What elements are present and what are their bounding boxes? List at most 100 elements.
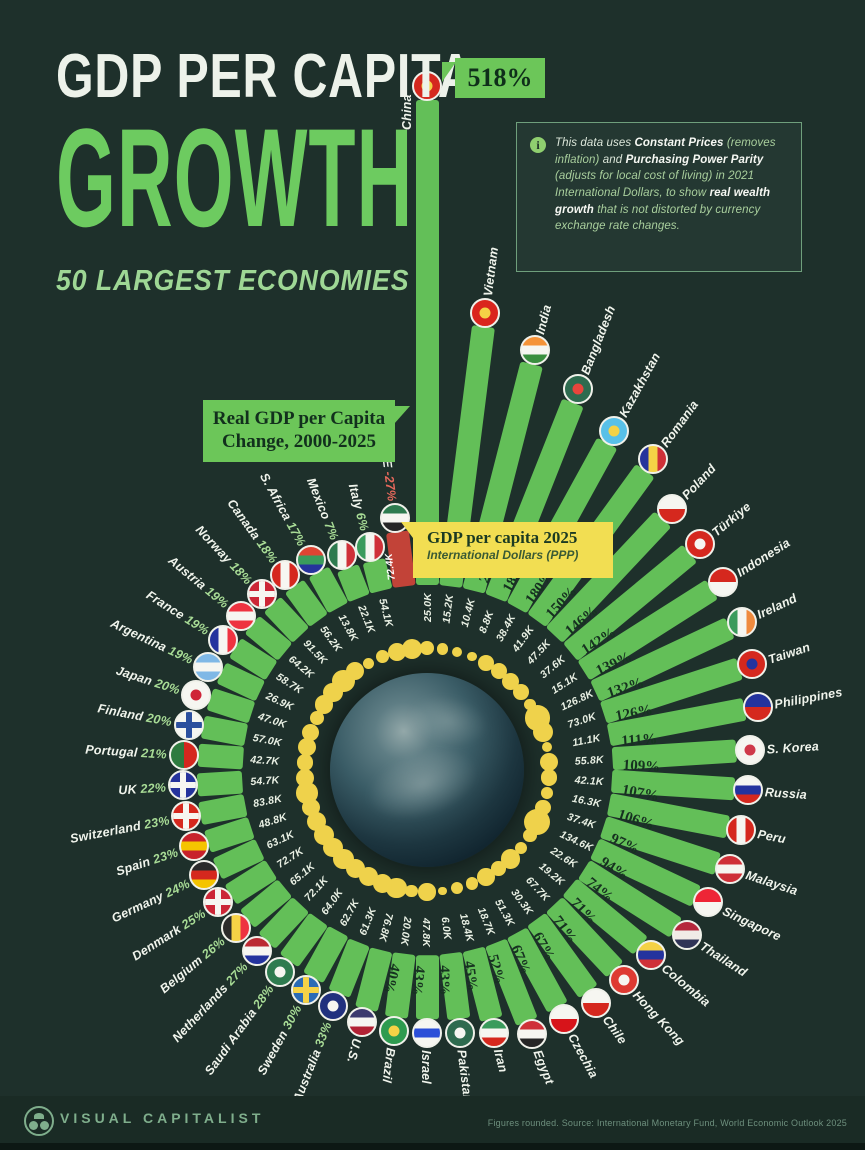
flag-belgium-icon [220, 913, 251, 944]
flag-kazakhstan-icon [598, 415, 629, 446]
gdp-bubble-finland [297, 737, 317, 757]
country-label-denmark: Denmark 25% [57, 906, 209, 1009]
gdp-value-vietnam: 15.2K [440, 593, 457, 625]
country-name: Russia [764, 785, 808, 802]
growth-pct-portugal: 21% [140, 746, 168, 762]
country-name: Brazil [379, 1046, 398, 1084]
flag-norway-icon [247, 579, 278, 610]
flag-netherlands-icon [241, 936, 272, 967]
country-name: Canada [224, 496, 264, 543]
flag-indonesia-icon [708, 567, 739, 598]
growth-pct-israel: 43% [435, 964, 452, 995]
page-title-line2: GROWTH [56, 99, 414, 256]
gdp-value-legend: GDP per capita 2025 International Dollar… [401, 522, 613, 578]
gdp-bubble-peru [541, 787, 553, 799]
gdp-bubble-thailand [523, 828, 537, 842]
growth-pct-brazil: 43% [407, 964, 427, 997]
flag-portugal-icon [168, 739, 199, 770]
flag-bangladesh-icon [562, 374, 593, 405]
country-name: Chile [599, 1013, 630, 1047]
country-name: Netherlands [169, 981, 231, 1045]
gdp-value-taiwan: 73.0K [566, 710, 598, 731]
country-name: UK [117, 782, 138, 798]
country-name: Peru [756, 827, 788, 847]
gdp-bubble-bangladesh [467, 651, 477, 662]
country-name: Austria [165, 553, 209, 593]
growth-pct-sweden: 30% [280, 1002, 305, 1032]
gdp-value-india: 10.4K [458, 597, 478, 629]
gdp-bubble-s-korea [539, 753, 558, 772]
growth-pct-s-africa: 17% [283, 519, 309, 549]
gdp-value-israel: 47.8K [420, 918, 432, 948]
gdp-value-czechia: 51.3K [492, 897, 517, 929]
flag-australia-icon [318, 991, 349, 1022]
country-name: Saudi Arabia [202, 1006, 260, 1078]
gdp-bubble-italy [387, 642, 406, 661]
growth-pct-russia: 109% [622, 757, 661, 777]
growth-pct-pakistan: 45% [459, 960, 480, 993]
flag-brazil-icon [379, 1016, 410, 1047]
country-label-romania: Romania [658, 398, 701, 450]
growth-pct-germany: 24% [163, 876, 193, 901]
gdp-bubble-pakistan [437, 886, 447, 896]
methodology-text: This data uses Constant Prices (removes … [555, 137, 776, 233]
country-name: Kazakhstan [616, 350, 664, 420]
gdp-bubble-taiwan [532, 722, 554, 743]
country-name: Iran [490, 1047, 511, 1074]
gdp-bubble-canada [346, 662, 365, 681]
growth-pct-belgium: 26% [199, 934, 228, 962]
page-subtitle: 50 LARGEST ECONOMIES [56, 264, 410, 297]
flag-israel-icon [412, 1018, 442, 1049]
methodology-note: i This data uses Constant Prices (remove… [516, 122, 802, 272]
country-name: Malaysia [744, 868, 800, 899]
country-name: U.S. [344, 1036, 364, 1065]
growth-pct-australia: 33% [312, 1019, 335, 1049]
footer: VISUAL CAPITALIST Figures rounded. Sourc… [0, 1096, 865, 1150]
country-label-bangladesh: Bangladesh [578, 304, 618, 377]
country-name: Bangladesh [578, 303, 619, 377]
flag-uk-icon [167, 770, 198, 801]
country-name: France [143, 587, 187, 623]
growth-pct-italy: 6% [353, 511, 372, 533]
info-icon: i [530, 137, 546, 153]
country-name: Hong Kong [629, 988, 688, 1049]
country-name: India [533, 303, 555, 336]
country-label-brazil: Brazil [380, 1047, 398, 1084]
gdp-value-malaysia: 37.4K [565, 810, 597, 832]
gdp-bubble-uk [296, 768, 315, 787]
flag-italy-icon [354, 531, 385, 562]
gdp-value-u-s: 76.8K [376, 911, 396, 943]
gdp-bubble-kazakhstan [477, 655, 494, 671]
gdp-bubble-iran [451, 882, 464, 895]
flag-hong-kong-icon [609, 964, 640, 995]
flag-colombia-icon [635, 940, 666, 971]
source-note: Figures rounded. Source: International M… [487, 1118, 847, 1128]
country-name: Taiwan [766, 640, 812, 667]
country-label-kazakhstan: Kazakhstan [616, 350, 663, 419]
country-name: Germany [109, 889, 166, 926]
country-name: S. Africa [256, 470, 295, 523]
gdp-bubble-germany [307, 812, 327, 832]
gdp-legend-line2: International Dollars (PPP) [427, 547, 579, 562]
gdp-bubble-philippines [541, 741, 552, 753]
growth-pct-argentina: 19% [166, 643, 196, 668]
page-title-line1: GDP PER CAPITA [56, 42, 474, 111]
growth-pct-denmark: 25% [179, 906, 209, 933]
gdp-value-iran: 18.4K [457, 912, 476, 944]
flag-japan-icon [181, 679, 212, 710]
title-block: GDP PER CAPITA GROWTH 50 LARGEST ECONOMI… [56, 46, 706, 298]
gdp-bubble-switzerland [296, 782, 318, 804]
callout-pointer [401, 522, 413, 538]
gdp-value-peru: 16.3K [571, 792, 602, 811]
brand-name: VISUAL CAPITALIST [60, 1110, 265, 1126]
flag-canada-icon [270, 560, 301, 591]
flag-switzerland-icon [170, 800, 201, 831]
gdp-bubble-russia [540, 769, 557, 786]
country-name: Japan [114, 663, 154, 689]
growth-pct-mexico: 7% [321, 519, 342, 543]
country-name: Denmark [129, 922, 184, 964]
country-name: Türkiye [709, 499, 754, 540]
gdp-value-japan: 47.0K [256, 710, 288, 731]
flag-taiwan-icon [737, 649, 768, 680]
flag-u-s-icon [347, 1007, 378, 1038]
